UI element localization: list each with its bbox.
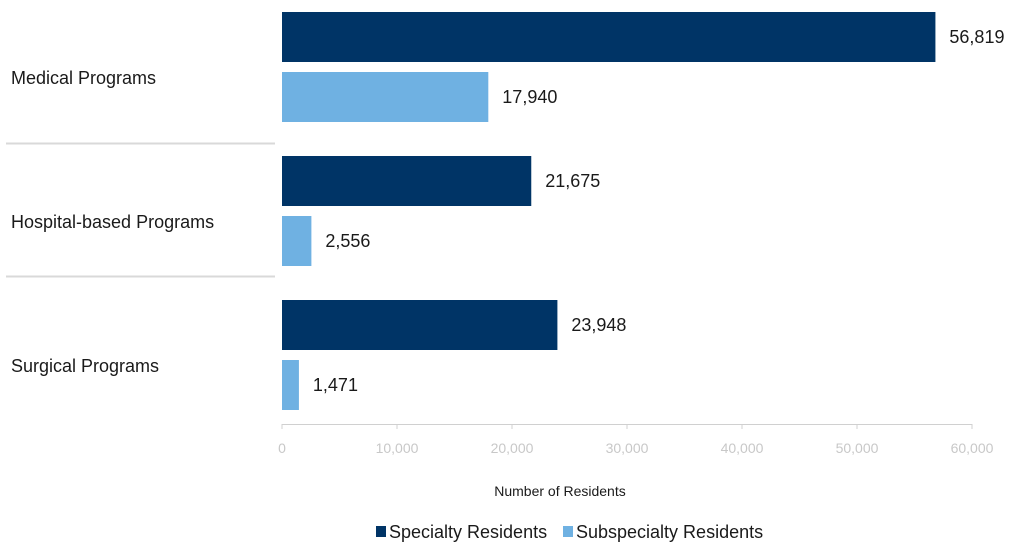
category-labels: Medical Programs Hospital-based Programs S… <box>11 68 214 376</box>
bars <box>282 12 936 410</box>
legend-swatch <box>563 526 573 537</box>
bar-specialty <box>282 156 532 206</box>
x-axis-title: Number of Residents <box>494 483 626 499</box>
x-axis: 0 10,000 20,000 30,000 40,000 50,000 60,000 <box>278 424 994 456</box>
bar-value-label: 56,819 <box>949 27 1004 47</box>
bar-value-label: 2,556 <box>325 231 370 251</box>
bar-specialty <box>282 12 936 62</box>
legend-label: Specialty Residents <box>389 522 547 542</box>
bar-value-label: 21,675 <box>545 171 600 191</box>
bar-specialty <box>282 300 558 350</box>
category-label: Hospital-based Programs <box>11 212 214 232</box>
category-dividers <box>6 142 275 278</box>
legend-swatch <box>376 526 386 537</box>
x-tick-label: 0 <box>278 440 286 456</box>
bar-subspecialty <box>282 216 312 266</box>
category-label: Surgical Programs <box>11 356 159 376</box>
bar-value-label: 17,940 <box>502 87 557 107</box>
bar-value-label: 1,471 <box>313 375 358 395</box>
bar-subspecialty <box>282 72 489 122</box>
category-label: Medical Programs <box>11 68 156 88</box>
x-tick-label: 20,000 <box>491 440 534 456</box>
bar-value-label: 23,948 <box>571 315 626 335</box>
bar-subspecialty <box>282 360 299 410</box>
bar-value-labels: 56,819 17,940 21,675 2,556 23,948 1,471 <box>313 27 1005 395</box>
legend: Specialty Residents Subspecialty Resident… <box>376 522 763 542</box>
legend-label: Subspecialty Residents <box>576 522 763 542</box>
x-tick-label: 10,000 <box>376 440 419 456</box>
x-tick-label: 40,000 <box>721 440 764 456</box>
x-tick-label: 50,000 <box>836 440 879 456</box>
x-tick-label: 60,000 <box>951 440 994 456</box>
x-tick-label: 30,000 <box>606 440 649 456</box>
